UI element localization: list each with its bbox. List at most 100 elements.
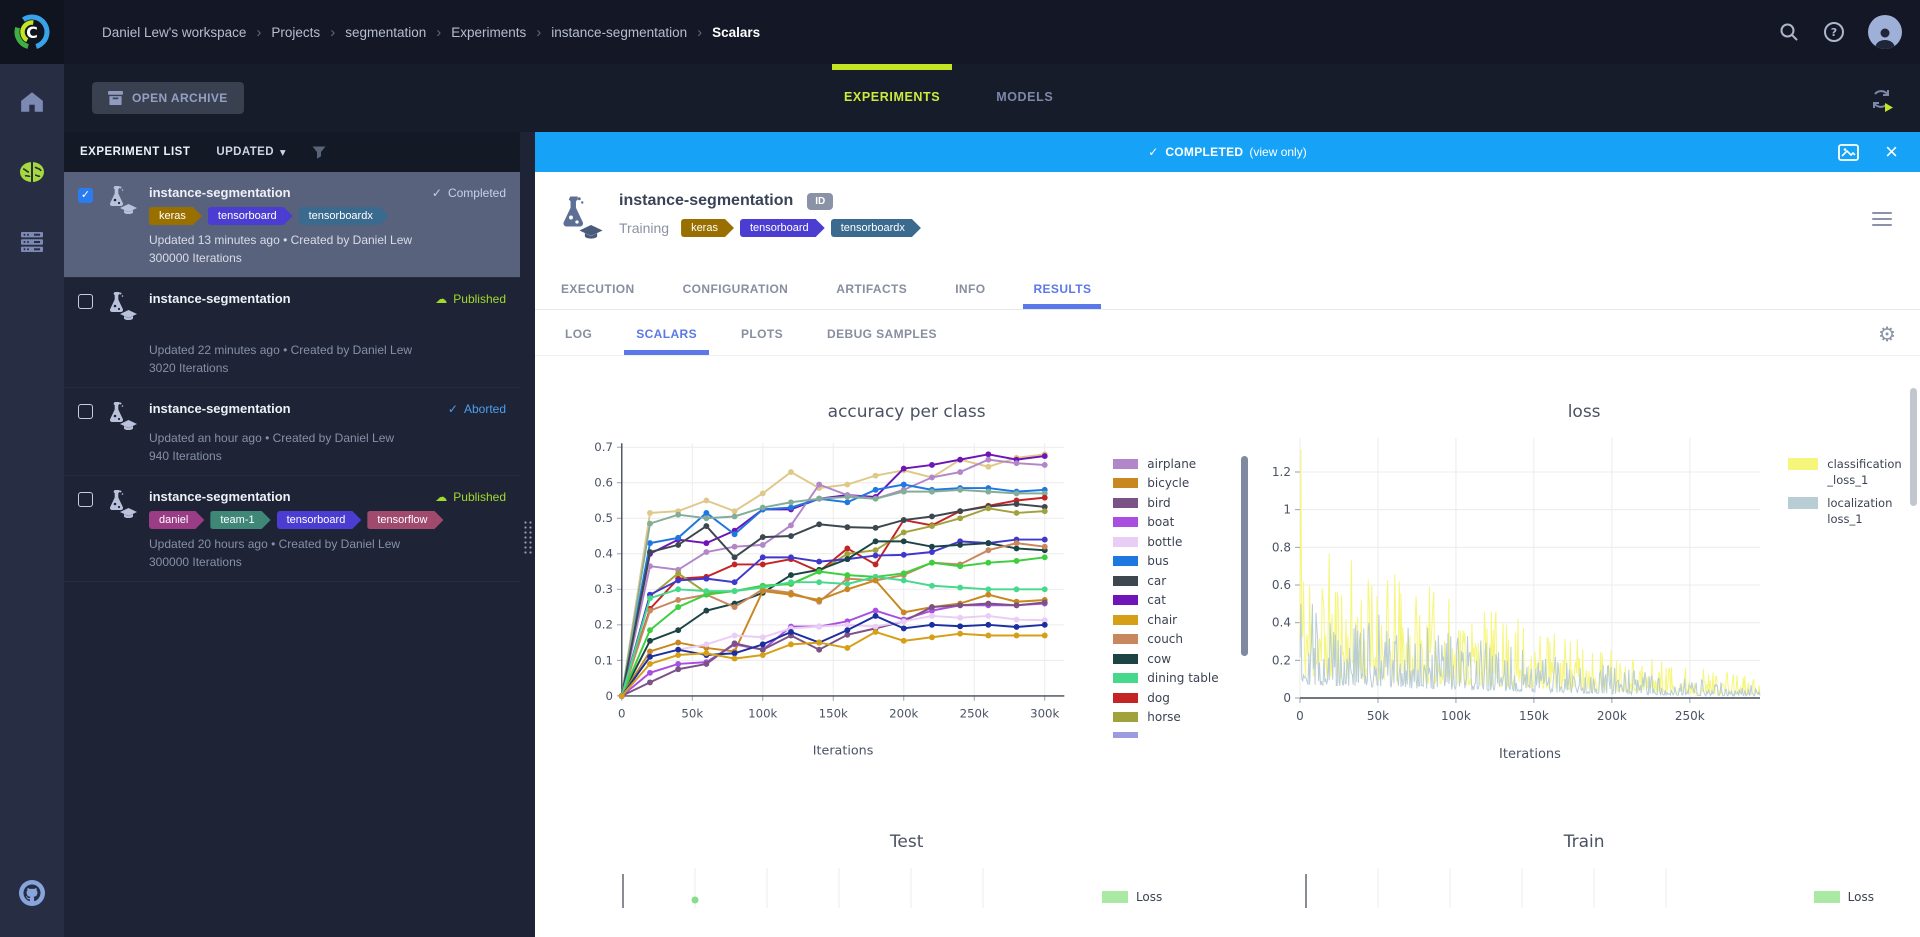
detail-tab[interactable]: INFO [955,268,985,309]
detail-tab[interactable]: RESULTS [1033,268,1091,309]
experiment-checkbox[interactable]: ✓ [78,188,93,203]
experiment-checkbox[interactable]: ✓ [78,492,93,507]
accuracy-chart-card: accuracy per class 050k100k150k200k250k3… [535,356,1248,798]
experiment-list-item[interactable]: ✓ [64,388,520,476]
vertical-scrollbar[interactable] [1910,388,1917,506]
experiment-status-badge: ✓ Completed [432,186,506,200]
panel-splitter[interactable] [520,132,535,937]
legend-item[interactable]: car [1113,571,1248,591]
menu-icon[interactable] [1872,208,1892,230]
experiment-name[interactable]: instance-segmentation [149,401,291,416]
gear-icon[interactable]: ⚙ [1878,322,1896,347]
tag: keras [681,219,734,237]
legend-item[interactable]: localization loss_1 [1788,495,1910,527]
active-tab-bar [832,64,952,70]
results-subtab[interactable]: LOG [565,310,592,355]
legend-item[interactable]: dog [1113,688,1248,708]
breadcrumb-item[interactable]: › Projects [246,24,320,41]
results-subtab[interactable]: PLOTS [741,310,783,355]
detail-tab[interactable]: EXECUTION [561,268,635,309]
sort-updated-button[interactable]: UPDATED ▾ [216,145,286,159]
experiment-updated: Updated 13 minutes ago • Created by Dani… [149,233,506,247]
chart-title: accuracy per class [565,402,1248,422]
legend-item[interactable]: bicycle [1113,474,1248,494]
test-legend[interactable]: Loss [1102,890,1162,904]
legend-item[interactable]: bird [1113,493,1248,513]
breadcrumb-item[interactable]: › Scalars [687,24,760,41]
legend-item[interactable]: dining table [1113,669,1248,689]
legend-swatch [1113,576,1138,586]
breadcrumb-item[interactable]: Daniel Lew's workspace [82,25,246,40]
tag: keras [149,207,202,225]
legend-swatch [1113,459,1138,469]
status-label: Published [453,292,506,306]
legend-scrollbar[interactable] [1241,456,1248,656]
experiment-name[interactable]: instance-segmentation [149,291,291,306]
legend-item[interactable] [1113,727,1248,738]
archive-icon [108,91,123,105]
svg-text:0.2: 0.2 [594,618,613,632]
train-legend[interactable]: Loss [1814,890,1874,904]
legend-item[interactable]: airplane [1113,454,1248,474]
svg-text:250k: 250k [1675,709,1705,723]
filter-icon[interactable] [312,146,326,159]
detail-tab[interactable]: CONFIGURATION [683,268,789,309]
image-view-icon[interactable] [1838,144,1859,161]
open-archive-button[interactable]: OPEN ARCHIVE [92,82,244,114]
legend-swatch [1113,556,1138,566]
experiment-checkbox[interactable]: ✓ [78,404,93,419]
legend-label: dining table [1147,671,1218,685]
github-icon[interactable] [17,878,47,913]
legend-label-line2: loss_1 [1827,511,1892,527]
experiment-list-item[interactable]: ✓ [64,476,520,582]
legend-item[interactable]: chair [1113,610,1248,630]
legend-item[interactable]: cat [1113,591,1248,611]
experiment-name[interactable]: instance-segmentation [149,185,291,200]
experiment-list-item[interactable]: ✓ [64,172,520,278]
legend-item[interactable]: cow [1113,649,1248,669]
clearml-logo[interactable]: C [0,0,64,64]
test-plot [565,868,1125,908]
detail-tabs: EXECUTION CONFIGURATION ARTIFACTS INFO RESUL… [535,268,1920,310]
legend-item[interactable]: bottle [1113,532,1248,552]
detail-tab[interactable]: ARTIFACTS [836,268,907,309]
legend-item[interactable]: horse [1113,708,1248,728]
results-subtab[interactable]: SCALARS [636,310,697,355]
tag-row-spacer [149,306,506,328]
close-icon[interactable]: × [1885,141,1898,163]
main-tab[interactable]: EXPERIMENTS [844,64,940,132]
chevron-down-icon: ▾ [280,145,286,159]
results-subtab[interactable]: DEBUG SAMPLES [827,310,937,355]
svg-text:50k: 50k [681,706,703,720]
projects-brain-icon[interactable] [17,159,47,190]
legend-item[interactable]: bus [1113,552,1248,572]
breadcrumb-item[interactable]: › segmentation [320,24,426,41]
tag: tensorboard [277,511,362,529]
breadcrumb-item[interactable]: › instance-segmentation [526,24,687,41]
workers-queues-icon[interactable] [19,230,45,259]
help-icon[interactable]: ? [1822,20,1846,44]
experiment-list-item[interactable]: ✓ [64,278,520,388]
legend-item[interactable]: classification _loss_1 [1788,456,1910,488]
banner-check-icon: ✓ [1148,145,1158,159]
home-icon[interactable] [19,90,45,119]
legend-swatch [1113,654,1138,664]
svg-text:1: 1 [1284,503,1292,517]
experiment-name[interactable]: instance-segmentation [149,489,291,504]
legend-item[interactable]: couch [1113,630,1248,650]
svg-text:?: ? [1831,26,1837,39]
legend-swatch [1814,891,1840,903]
breadcrumb-item[interactable]: › Experiments [426,24,526,41]
search-icon[interactable] [1778,21,1800,43]
experiment-status-badge: ☁ Published [435,292,506,306]
experiment-checkbox[interactable]: ✓ [78,294,93,309]
splitter-drag-handle-icon[interactable] [523,520,533,554]
main-tab[interactable]: MODELS [996,64,1053,132]
id-badge[interactable]: ID [807,193,833,210]
experiment-list-header: EXPERIMENT LIST UPDATED ▾ [64,132,520,172]
auto-refresh-icon[interactable] [1868,86,1894,117]
legend-label: boat [1147,515,1174,529]
user-avatar[interactable] [1868,15,1902,49]
legend-item[interactable]: boat [1113,513,1248,533]
experiment-updated: Updated 20 hours ago • Created by Daniel… [149,537,506,551]
